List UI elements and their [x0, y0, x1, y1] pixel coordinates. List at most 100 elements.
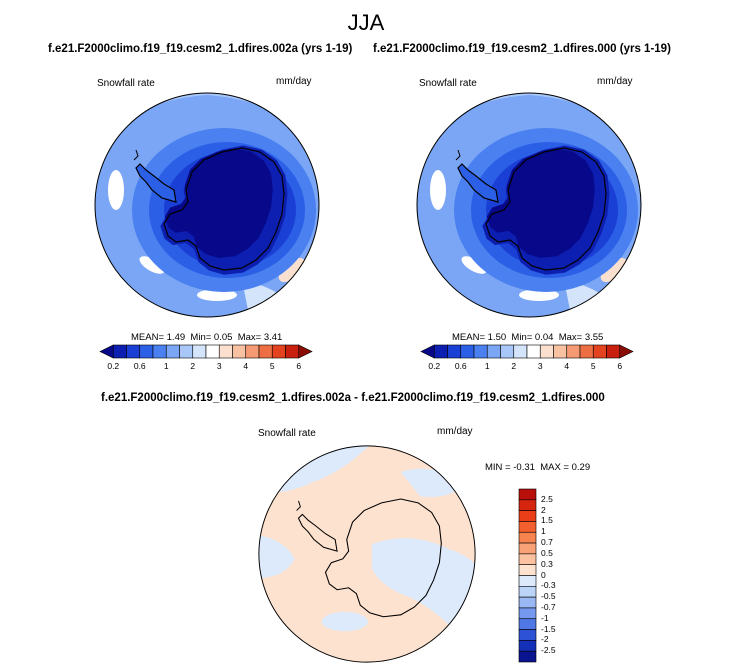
colorbar-swatch: [518, 596, 537, 609]
coastline: [455, 149, 461, 161]
min-value: 0.05: [213, 332, 233, 343]
mean-label: MEAN=: [131, 332, 164, 343]
min-label: MIN =: [485, 462, 511, 473]
max-value: 3.55: [584, 332, 604, 343]
snowfall-map-left: [94, 92, 320, 318]
coastline: [296, 500, 301, 511]
colorbar-tick-label: 0.3: [541, 558, 553, 569]
colorbar-swatch: [218, 344, 233, 359]
panel-title-right: f.e21.F2000climo.f19_f19.cesm2_1.dfires.…: [373, 43, 671, 55]
colorbar-left: [99, 344, 313, 359]
field-negative: [371, 538, 476, 663]
colorbar-tick-label: 0: [541, 569, 546, 580]
colorbar-tick-label: 3: [216, 361, 222, 371]
colorbar-swatch: [192, 344, 207, 359]
colorbar-swatch: [518, 629, 537, 641]
colorbar-swatch: [518, 553, 537, 565]
variable-label: Snowfall rate: [97, 78, 155, 89]
stats-readout: MEAN= 1.50 Min= 0.04 Max= 3.55: [452, 332, 603, 343]
snowfall-map-right: [416, 92, 642, 318]
max-value: 3.41: [263, 332, 283, 343]
colorbar-swatch: [518, 618, 537, 630]
max-label: Max=: [237, 332, 262, 343]
colorbar-swatch: [473, 344, 488, 359]
colorbar-tick-label: 0.2: [107, 361, 120, 371]
map-field: [258, 445, 476, 663]
colorbar-tick-label: 5: [269, 361, 275, 371]
colorbar-tick-label: 1: [541, 526, 546, 537]
units-label: mm/day: [276, 76, 312, 87]
map-border: [416, 92, 642, 318]
field-positive: [258, 445, 476, 663]
min-value: -0.31: [513, 462, 535, 473]
colorbar-swatch: [579, 344, 594, 359]
colorbar-swatch: [518, 510, 537, 522]
colorbar-swatch: [165, 344, 180, 359]
coastline: [324, 498, 442, 618]
colorbar-tick-label: 2: [511, 361, 517, 371]
colorbar-tick-label: -2: [541, 634, 549, 645]
colorbar-tick-label: 2.5: [541, 493, 553, 504]
colorbar-swatch: [112, 344, 127, 359]
colorbar-swatch: [513, 344, 528, 359]
field-positive: [461, 256, 487, 274]
colorbar-swatch: [518, 542, 537, 555]
map-border: [258, 445, 476, 663]
snowfall-difference-map: [258, 445, 476, 663]
colorbar-swatch: [553, 344, 568, 359]
colorbar-right: [420, 344, 634, 359]
colorbar-swatch: [518, 575, 537, 587]
field-positive: [519, 289, 559, 301]
colorbar-tick-label: 0.6: [454, 361, 467, 371]
colorbar-swatch: [460, 344, 475, 359]
colorbar-tick-label: 1: [163, 361, 169, 371]
colorbar-swatch: [285, 344, 300, 359]
field-positive: [600, 258, 628, 282]
variable-label: Snowfall rate: [419, 78, 477, 89]
colorbar-swatch: [518, 499, 537, 511]
field-positive: [278, 258, 306, 282]
difference-title: f.e21.F2000climo.f19_f19.cesm2_1.dfires.…: [101, 392, 605, 404]
map-field: [417, 93, 641, 317]
stats-readout: MEAN= 1.49 Min= 0.05 Max= 3.41: [131, 332, 282, 343]
minmax-readout: MIN = -0.31 MAX = 0.29: [485, 462, 590, 473]
colorbar-swatch: [518, 607, 537, 620]
colorbar-swatch: [126, 344, 141, 359]
colorbar-swatch: [258, 344, 273, 359]
max-value: 0.29: [571, 462, 591, 473]
colorbar-tick-label: -1.5: [541, 623, 556, 634]
colorbar-swatch: [606, 344, 621, 359]
colorbar-swatch: [139, 344, 154, 359]
field-positive: [108, 170, 124, 210]
colorbar-tick-label: 2: [190, 361, 196, 371]
colorbar-swatch: [518, 650, 537, 663]
min-value: 0.04: [534, 332, 554, 343]
colorbar-swatch: [99, 344, 114, 359]
colorbar-swatch: [433, 344, 448, 359]
coastline: [133, 149, 139, 161]
coastline: [163, 147, 285, 271]
coastline: [135, 163, 177, 203]
field-negative: [321, 611, 368, 632]
colorbar-swatch: [518, 531, 537, 544]
field-positive: [197, 289, 237, 301]
colorbar-swatch: [539, 344, 554, 359]
field-core: [164, 148, 273, 258]
colorbar-swatch: [518, 640, 537, 652]
variable-label: Snowfall rate: [258, 428, 316, 439]
colorbar-tick-label: 2: [541, 504, 546, 515]
colorbar-tick-label: -0.5: [541, 591, 556, 602]
colorbar-swatch: [152, 344, 167, 359]
colorbar-swatch: [592, 344, 607, 359]
colorbar-tick-label: 0.7: [541, 537, 553, 548]
colorbar-swatch: [526, 344, 541, 359]
colorbar-tick-label: 4: [243, 361, 249, 371]
colorbar-swatch: [271, 344, 286, 359]
coastline: [457, 163, 499, 203]
colorbar-swatch: [245, 344, 260, 359]
colorbar-tick-label: 3: [537, 361, 543, 371]
colorbar-tick-label: 5: [590, 361, 596, 371]
colorbar-swatch: [205, 344, 220, 359]
colorbar-tick-label: 0.2: [428, 361, 441, 371]
colorbar-swatch: [232, 344, 247, 359]
